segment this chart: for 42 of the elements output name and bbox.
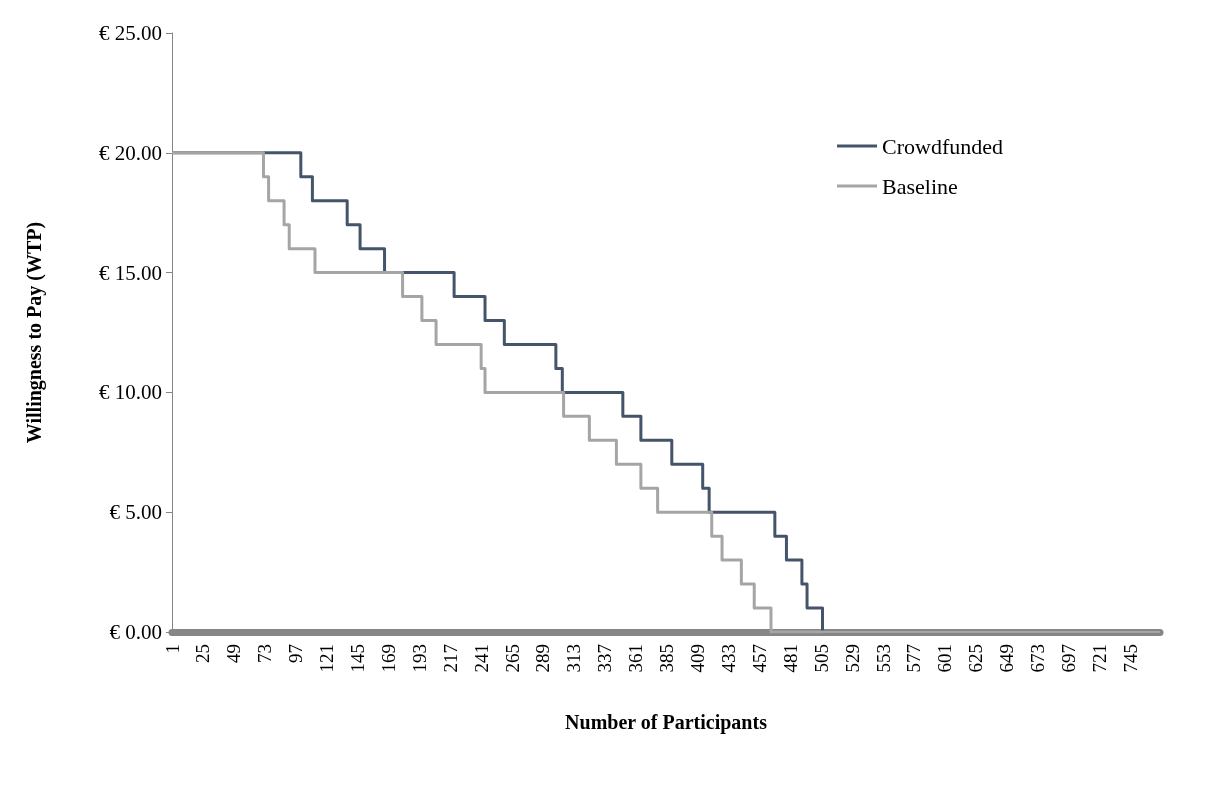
x-tick-label: 577 <box>903 644 925 673</box>
x-tick-label: 217 <box>439 644 461 673</box>
x-tick-label: 121 <box>316 644 338 673</box>
x-axis-title: Number of Participants <box>565 711 768 734</box>
x-tick-label: 721 <box>1088 644 1110 673</box>
x-tick-label: 169 <box>377 644 399 673</box>
x-tick-label: 97 <box>285 644 307 663</box>
x-tick-label: 673 <box>1027 644 1049 673</box>
x-tick-label: 553 <box>872 644 894 673</box>
x-tick-label: 385 <box>656 644 678 673</box>
x-tick-label: 361 <box>625 644 647 673</box>
x-tick-label: 25 <box>192 644 214 663</box>
y-axis-title: Willingness to Pay (WTP) <box>23 221 46 444</box>
y-tick-label: € 20.00 <box>99 140 162 165</box>
x-tick-label: 145 <box>346 644 368 673</box>
x-tick-label: 73 <box>254 644 276 663</box>
x-tick-label: 529 <box>841 644 863 673</box>
x-tick-label: 601 <box>934 644 956 673</box>
x-tick-label: 481 <box>779 644 801 673</box>
legend-label: Crowdfunded <box>882 133 1004 159</box>
y-tick-label: € 10.00 <box>99 380 162 405</box>
x-tick-label: 433 <box>717 644 739 673</box>
x-tick-label: 625 <box>965 644 987 673</box>
y-tick-label: € 0.00 <box>109 620 162 644</box>
x-tick-label: 409 <box>687 644 709 673</box>
y-tick-label: € 5.00 <box>109 500 162 525</box>
x-tick-label: 49 <box>223 644 245 663</box>
x-tick-label: 241 <box>470 644 492 673</box>
legend-label: Baseline <box>882 173 958 199</box>
x-tick-label: 193 <box>408 644 430 673</box>
y-tick-label: € 15.00 <box>99 260 162 285</box>
x-tick-label: 265 <box>501 644 523 673</box>
x-tick-label: 697 <box>1058 644 1080 673</box>
x-tick-label: 289 <box>532 644 554 673</box>
x-tick-label: 337 <box>594 644 616 673</box>
x-tick-label: 313 <box>563 644 585 673</box>
x-tick-label: 457 <box>748 644 770 673</box>
x-tick-label: 649 <box>996 644 1018 673</box>
x-tick-label: 745 <box>1119 644 1141 673</box>
y-tick-label: € 25.00 <box>99 21 162 45</box>
x-tick-label: 505 <box>810 644 832 673</box>
x-tick-label: 1 <box>161 644 183 654</box>
